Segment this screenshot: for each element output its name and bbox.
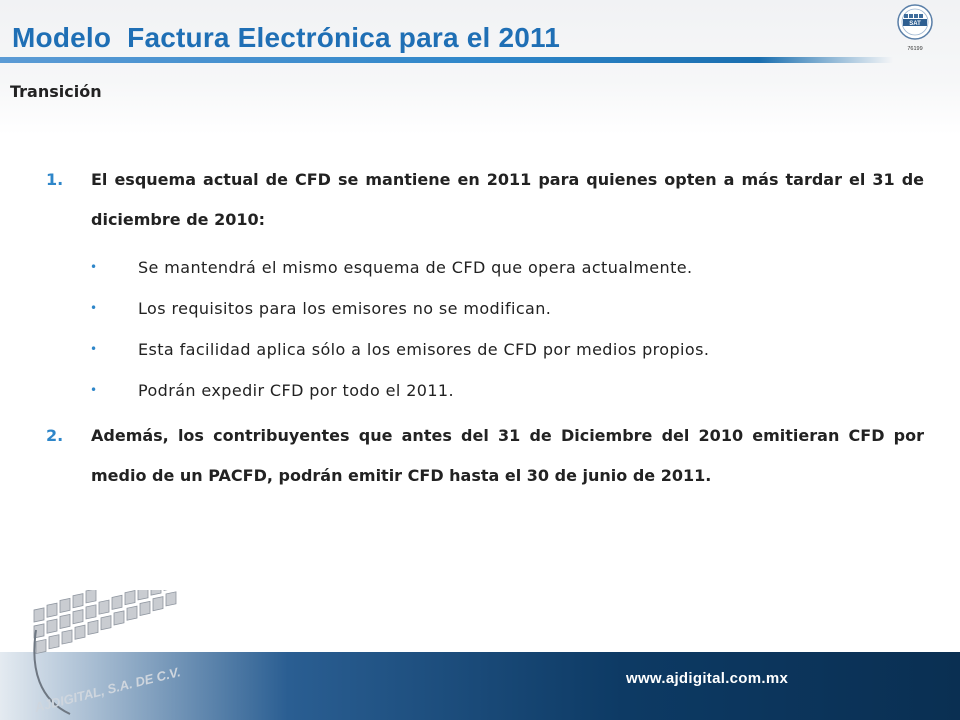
slide-subtitle: Transición — [10, 82, 102, 101]
title-underline — [0, 57, 893, 63]
slide-title: Modelo Factura Electrónica para el 2011 — [12, 22, 560, 53]
seal-bottom-text: 76199 — [907, 46, 922, 52]
bullet-item: • Esta facilidad aplica sólo a los emiso… — [46, 336, 924, 363]
footer-bar — [0, 652, 960, 720]
sat-seal-icon: SAT 76199 — [897, 4, 933, 52]
item-number: 1. — [46, 170, 64, 189]
bullet-item: • Podrán expedir CFD por todo el 2011. — [46, 377, 924, 404]
bullet-text: Podrán expedir CFD por todo el 2011. — [138, 381, 454, 400]
bullet-icon: • — [90, 383, 98, 397]
bullet-item: • Los requisitos para los emisores no se… — [46, 295, 924, 322]
slide-header — [0, 0, 960, 135]
item-text: El esquema actual de CFD se mantiene en … — [91, 170, 924, 229]
bullet-item: • Se mantendrá el mismo esquema de CFD q… — [46, 254, 924, 281]
bullet-icon: • — [90, 342, 98, 356]
numbered-item-2: 2. Además, los contribuyentes que antes … — [46, 416, 924, 496]
footer-url: www.ajdigital.com.mx — [626, 670, 789, 687]
bullet-text: Los requisitos para los emisores no se m… — [138, 299, 552, 318]
bullet-text: Esta facilidad aplica sólo a los emisore… — [138, 340, 710, 359]
item-number: 2. — [46, 426, 64, 445]
seal-top-text: SAT — [909, 21, 921, 27]
logo-text: AJDIGITAL, S.A. DE C.V. — [32, 664, 182, 715]
numbered-item-1: 1. El esquema actual de CFD se mantiene … — [46, 160, 924, 240]
item-text: Además, los contribuyentes que antes del… — [91, 426, 924, 485]
bullet-icon: • — [90, 260, 98, 274]
slide-content: 1. El esquema actual de CFD se mantiene … — [46, 160, 924, 496]
ajdigital-logo: AJDIGITAL, S.A. DE C.V. — [32, 590, 182, 715]
bullet-icon: • — [90, 301, 98, 315]
bullet-text: Se mantendrá el mismo esquema de CFD que… — [138, 258, 693, 277]
